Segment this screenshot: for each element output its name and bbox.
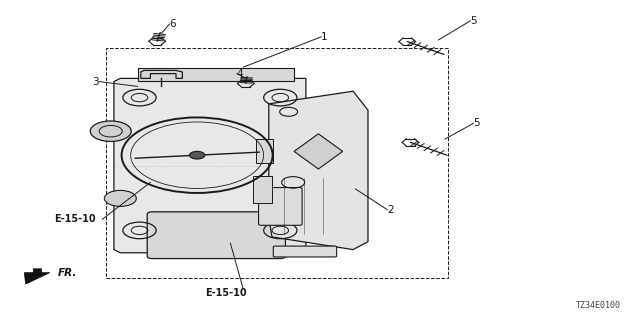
Circle shape bbox=[104, 190, 136, 206]
Polygon shape bbox=[141, 70, 182, 78]
Text: 4: 4 bbox=[237, 68, 243, 79]
Text: 1: 1 bbox=[321, 32, 328, 42]
Bar bbox=[106, 48, 448, 278]
FancyBboxPatch shape bbox=[253, 176, 272, 203]
Text: FR.: FR. bbox=[58, 268, 77, 278]
Circle shape bbox=[90, 121, 131, 141]
Text: E-15-10: E-15-10 bbox=[54, 214, 96, 224]
FancyBboxPatch shape bbox=[259, 188, 302, 225]
Text: 5: 5 bbox=[470, 16, 477, 26]
Text: TZ34E0100: TZ34E0100 bbox=[576, 301, 621, 310]
Polygon shape bbox=[24, 269, 50, 284]
Text: 2: 2 bbox=[387, 204, 394, 215]
Text: 5: 5 bbox=[474, 118, 480, 128]
Text: 3: 3 bbox=[93, 76, 99, 87]
Text: E-15-10: E-15-10 bbox=[205, 288, 246, 298]
Polygon shape bbox=[114, 78, 306, 253]
Polygon shape bbox=[269, 91, 368, 250]
FancyBboxPatch shape bbox=[138, 68, 294, 81]
FancyBboxPatch shape bbox=[147, 212, 285, 259]
Text: 6: 6 bbox=[170, 19, 176, 29]
FancyBboxPatch shape bbox=[273, 246, 337, 257]
Circle shape bbox=[189, 151, 205, 159]
FancyBboxPatch shape bbox=[256, 140, 273, 163]
Polygon shape bbox=[294, 134, 343, 169]
